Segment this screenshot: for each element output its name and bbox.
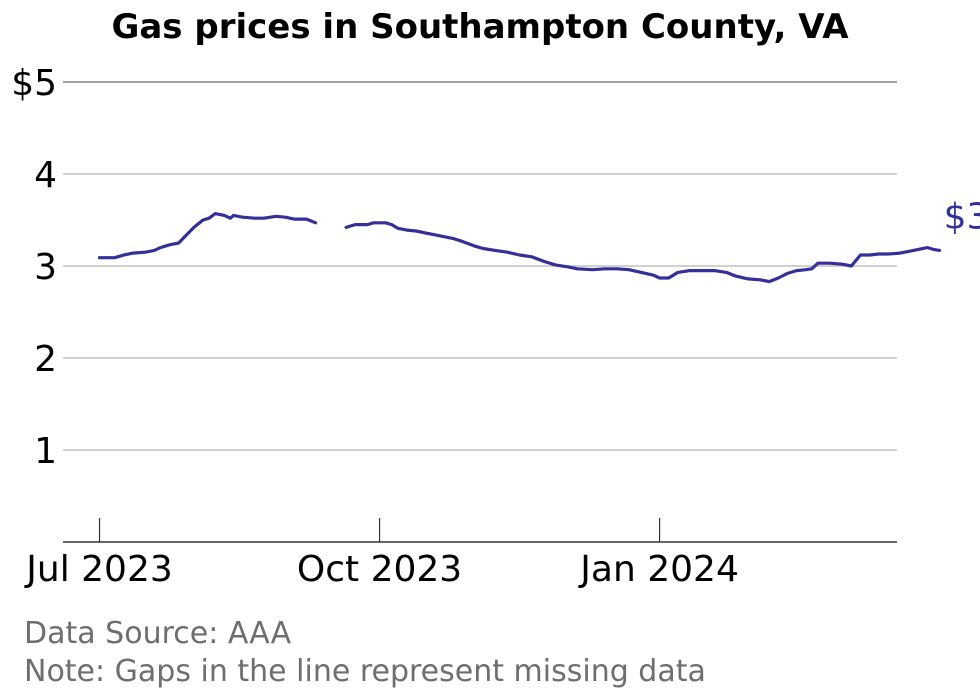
x-axis: Jul 2023 Oct 2023 Jan 2024 — [24, 518, 897, 590]
gas-price-chart: Gas prices in Southampton County, VA 1 2 3… — [11, 7, 980, 590]
end-value-label: $3.17 — [944, 196, 980, 237]
y-tick-label-3: 3 — [34, 247, 57, 288]
grid-lines — [63, 81, 897, 451]
series-line-segment-2 — [344, 221, 942, 284]
x-tick-label-2: Jan 2024 — [578, 549, 739, 590]
x-tick-label-1: Oct 2023 — [297, 549, 462, 590]
y-tick-label-5: $5 — [11, 63, 57, 104]
series-lines — [97, 212, 942, 284]
y-tick-labels: 1 2 3 4 $5 — [11, 63, 57, 472]
y-tick-label-4: 4 — [34, 155, 57, 196]
chart-title: Gas prices in Southampton County, VA — [111, 7, 849, 47]
y-tick-label-2: 2 — [34, 339, 57, 380]
missing-data-note: Note: Gaps in the line represent missing… — [24, 654, 706, 689]
series-line-segment-1 — [97, 212, 318, 260]
data-source-note: Data Source: AAA — [24, 616, 292, 651]
y-tick-label-1: 1 — [34, 431, 57, 472]
x-tick-label-0: Jul 2023 — [24, 549, 173, 590]
